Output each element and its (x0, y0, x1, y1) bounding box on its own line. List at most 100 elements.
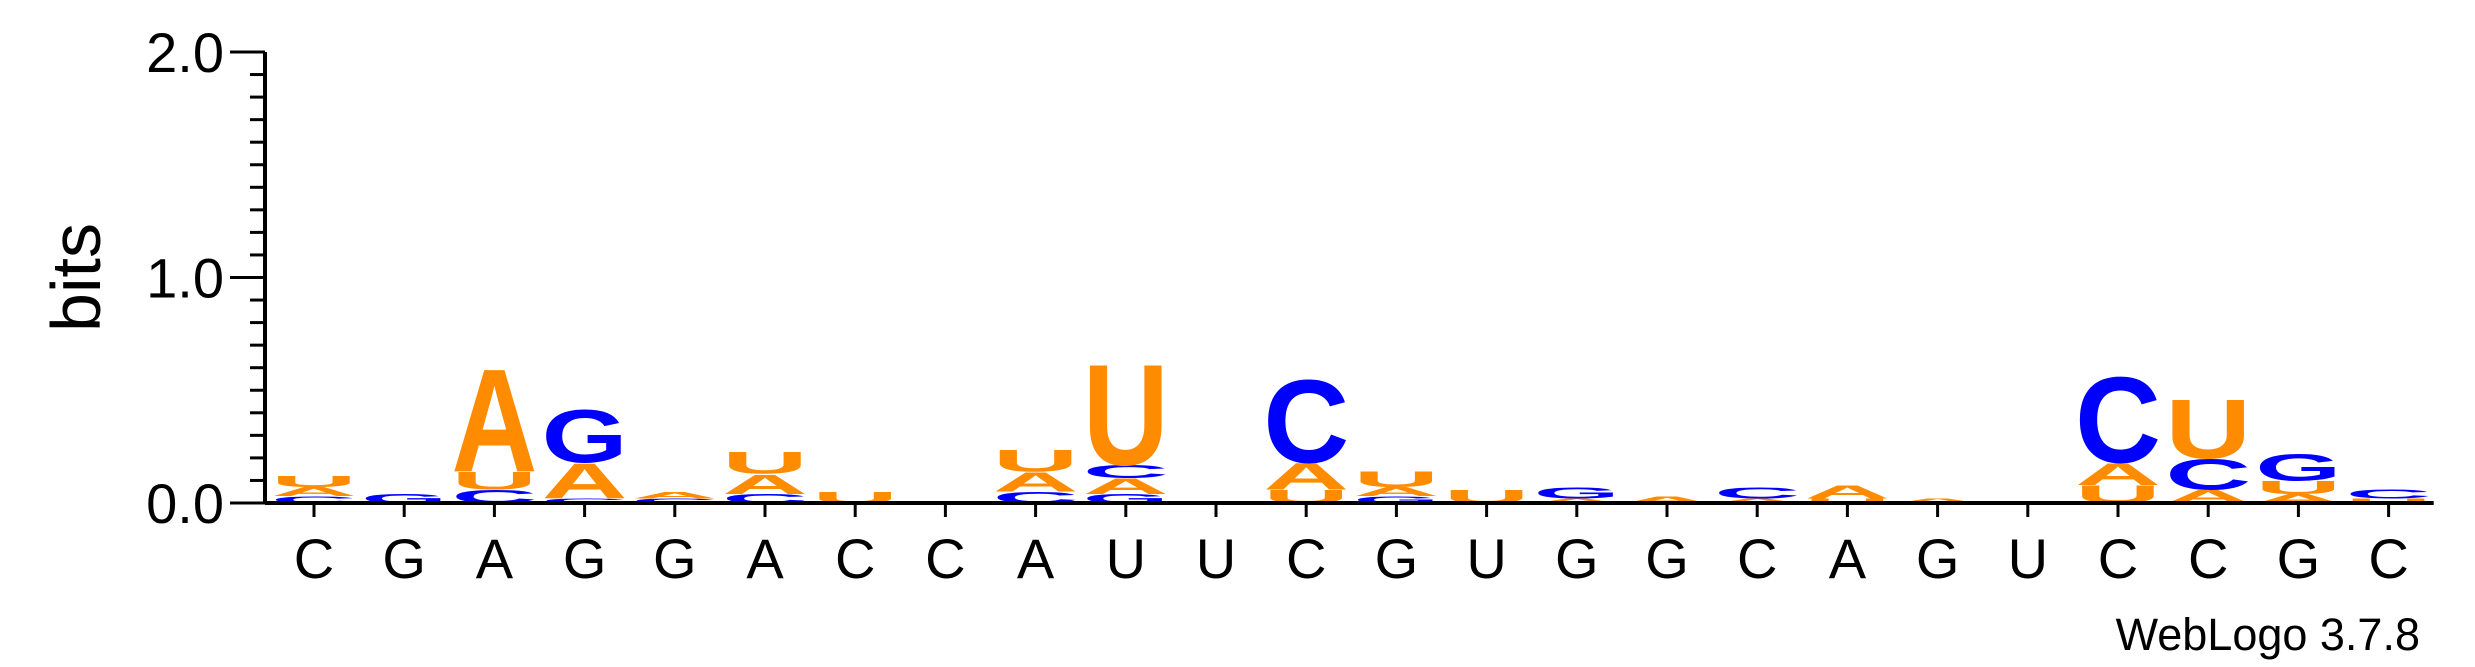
logo-letter-U: U (2346, 497, 2432, 504)
svg-text:A: A (1624, 495, 1710, 505)
svg-text:C: C (1714, 484, 1800, 502)
x-tick-label: C (835, 527, 875, 590)
svg-text:G: G (1534, 484, 1620, 501)
x-tick-label: G (653, 527, 697, 590)
x-tick-label: C (1737, 527, 1777, 590)
svg-text:C: C (542, 497, 628, 504)
svg-text:U: U (2255, 477, 2341, 498)
x-tick-label: U (1106, 527, 1146, 590)
svg-text:U: U (1804, 497, 1890, 504)
logo-letter-U: U (993, 443, 1079, 478)
logo-letter-C: C (1083, 461, 1169, 482)
logo-letter-U: U (271, 473, 357, 491)
y-tick-label: 0.0 (146, 472, 224, 535)
logo-letter-A: A (1353, 485, 1439, 499)
svg-text:C: C (271, 495, 357, 505)
logo-letter-U: U (1083, 335, 1169, 496)
logo-letter-C: C (1263, 355, 1349, 488)
logo-letter-C: C (1714, 484, 1800, 502)
logo-letter-A: A (542, 454, 628, 510)
x-tick-label: A (746, 527, 784, 590)
svg-text:C: C (2075, 352, 2161, 489)
logo-letter-G: G (542, 395, 628, 479)
logo-letter-C: C (542, 497, 628, 504)
logo-letter-A: A (1714, 497, 1800, 504)
svg-text:U: U (1353, 467, 1439, 492)
logo-letter-U: U (722, 446, 808, 481)
svg-text:G: G (1353, 494, 1439, 505)
logo-letter-A: A (271, 485, 357, 499)
svg-text:G: G (2255, 447, 2341, 489)
x-tick-label: G (1375, 527, 1419, 590)
logo-letter-A: A (993, 467, 1079, 498)
svg-text:A: A (1353, 485, 1439, 499)
x-tick-label: U (2008, 527, 2048, 590)
svg-text:C: C (1083, 461, 1169, 482)
logo-letter-G: G (1534, 484, 1620, 501)
logo-letter-U: U (2165, 382, 2251, 476)
logo-letter-A: A (1263, 455, 1349, 497)
x-tick-label: G (2277, 527, 2321, 590)
x-tick-label: G (1555, 527, 1599, 590)
svg-text:A: A (1534, 497, 1620, 504)
x-tick-label: A (476, 527, 514, 590)
logo-letter-C: C (271, 495, 357, 505)
svg-text:A: A (1083, 474, 1169, 499)
svg-text:A: A (993, 467, 1079, 498)
logo-letter-A: A (722, 469, 808, 500)
x-tick-label: A (1829, 527, 1867, 590)
svg-text:A: A (1895, 497, 1981, 504)
svg-text:U: U (451, 467, 537, 495)
svg-text:C: C (1263, 355, 1349, 488)
logo-letter-U: U (451, 467, 537, 495)
weblogo-credit: WebLogo 3.7.8 (2116, 609, 2420, 660)
logo-letter-C: C (632, 497, 718, 504)
svg-text:A: A (451, 339, 537, 503)
x-tick-label: C (1286, 527, 1326, 590)
logo-letter-C: C (2075, 352, 2161, 489)
svg-text:A: A (722, 469, 808, 500)
x-tick-label: C (294, 527, 334, 590)
svg-text:U: U (993, 443, 1079, 478)
y-axis-label: bits (37, 223, 115, 332)
svg-text:U: U (271, 473, 357, 491)
x-tick-label: C (2188, 527, 2228, 590)
svg-text:A: A (1804, 482, 1890, 503)
x-tick-label: U (1196, 527, 1236, 590)
svg-text:G: G (542, 395, 628, 479)
svg-text:U: U (722, 446, 808, 481)
svg-text:C: C (2346, 487, 2432, 501)
x-tick-label: U (1466, 527, 1506, 590)
x-tick-label: C (2098, 527, 2138, 590)
y-tick-label: 1.0 (146, 247, 224, 310)
x-tick-label: C (2368, 527, 2408, 590)
svg-text:C: C (2165, 450, 2251, 499)
x-tick-label: C (925, 527, 965, 590)
svg-text:U: U (1083, 335, 1169, 496)
svg-text:A: A (1263, 455, 1349, 497)
logo-letter-A: A (451, 339, 537, 503)
x-tick-label: G (382, 527, 426, 590)
y-tick-label: 2.0 (146, 21, 224, 84)
svg-text:A: A (632, 490, 718, 500)
svg-text:A: A (2075, 457, 2161, 492)
x-tick-label: A (1017, 527, 1055, 590)
logo-letter-A: A (1083, 474, 1169, 499)
svg-text:U: U (2165, 382, 2251, 476)
logo-letter-U: U (1353, 467, 1439, 492)
svg-text:A: A (542, 454, 628, 510)
logo-letter-U: U (1804, 497, 1890, 504)
logo-letter-A: A (1895, 497, 1981, 504)
svg-text:C: C (632, 497, 718, 504)
svg-text:A: A (1714, 497, 1800, 504)
x-tick-label: G (1645, 527, 1689, 590)
logo-letter-C: C (2346, 487, 2432, 501)
logo-letter-U: U (2255, 477, 2341, 498)
logo-letter-A: A (1534, 497, 1620, 504)
logo-letter-A: A (1624, 495, 1710, 505)
x-tick-label: G (563, 527, 607, 590)
svg-text:U: U (2346, 497, 2432, 504)
logo-letter-A: A (1804, 482, 1890, 503)
